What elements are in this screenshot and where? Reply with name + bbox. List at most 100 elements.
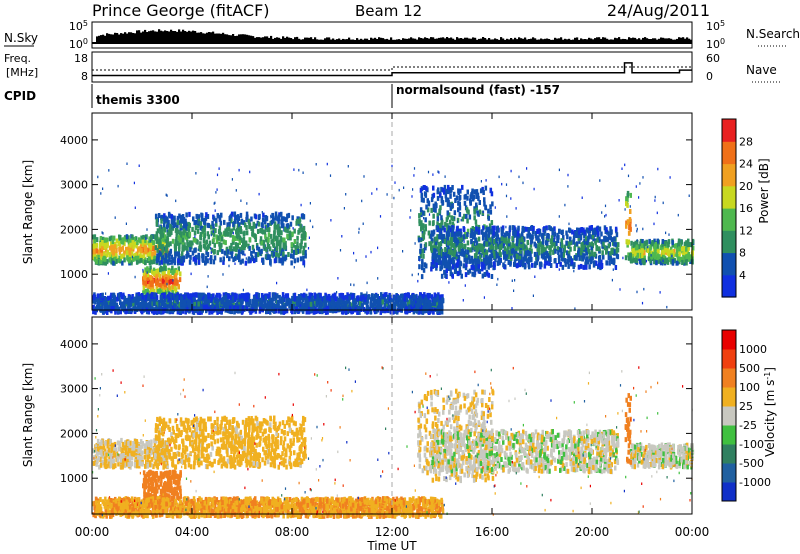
nsky-bar bbox=[642, 37, 645, 44]
heatmap-cell bbox=[118, 249, 122, 255]
nsky-bar bbox=[310, 37, 313, 44]
heatmap-cell bbox=[420, 210, 423, 215]
heatmap-cell bbox=[202, 295, 205, 300]
heatmap-cell bbox=[363, 293, 367, 299]
nsky-bar bbox=[124, 32, 127, 44]
nsky-bar bbox=[262, 37, 265, 44]
heatmap-cell bbox=[438, 209, 441, 214]
heatmap-cell bbox=[583, 229, 586, 235]
heatmap-cell bbox=[151, 251, 154, 257]
heatmap-cell bbox=[481, 235, 485, 241]
nsky-bar bbox=[350, 39, 353, 44]
heatmap-cell bbox=[610, 259, 614, 265]
heatmap-cell bbox=[455, 226, 459, 232]
heatmap-cell bbox=[150, 292, 153, 298]
heatmap-cell bbox=[611, 249, 614, 255]
nsky-bar bbox=[556, 38, 559, 44]
heatmap-cell bbox=[489, 244, 492, 250]
heatmap-cell bbox=[434, 293, 437, 299]
heatmap-cell bbox=[257, 246, 261, 252]
heatmap-cell bbox=[371, 296, 375, 302]
heatmap-cell bbox=[303, 231, 306, 236]
heatmap-cell bbox=[526, 249, 530, 255]
heatmap-cell bbox=[104, 296, 107, 302]
heatmap-cell bbox=[191, 250, 195, 256]
heatmap-cell bbox=[134, 252, 138, 258]
heatmap-cell bbox=[598, 259, 601, 265]
heatmap-cell bbox=[400, 293, 403, 299]
heatmap-cell bbox=[200, 301, 203, 307]
heatmap-cell bbox=[104, 308, 108, 314]
heatmap-cell bbox=[274, 308, 278, 314]
heatmap-cell bbox=[476, 192, 480, 198]
heatmap-cell bbox=[244, 297, 248, 303]
heatmap-cell bbox=[244, 241, 248, 247]
nsky-bar bbox=[252, 36, 255, 44]
heatmap-cell bbox=[196, 223, 200, 229]
heatmap-cell bbox=[393, 308, 397, 314]
heatmap-cell bbox=[254, 214, 258, 220]
heatmap-cell bbox=[582, 227, 585, 233]
heatmap-cell bbox=[432, 229, 436, 235]
heatmap-cell bbox=[133, 236, 136, 242]
heatmap-cell bbox=[137, 237, 141, 243]
heatmap-cell bbox=[163, 308, 166, 314]
heatmap-cell bbox=[441, 238, 445, 244]
heatmap-cell bbox=[487, 215, 490, 221]
heatmap-cell bbox=[121, 305, 124, 311]
heatmap-cell bbox=[250, 255, 254, 260]
heatmap-cell bbox=[204, 255, 208, 261]
heatmap-cell bbox=[199, 221, 203, 227]
nsky-bar bbox=[412, 38, 415, 44]
nsky-bar bbox=[484, 38, 487, 44]
heatmap-cell bbox=[597, 230, 600, 236]
heatmap-cell bbox=[208, 240, 212, 246]
heatmap-cell bbox=[171, 238, 175, 244]
heatmap-cell bbox=[229, 232, 232, 238]
heatmap-cell bbox=[490, 253, 493, 258]
heatmap-cell bbox=[169, 305, 172, 311]
heatmap-cell bbox=[292, 249, 296, 255]
heatmap-cell bbox=[558, 246, 562, 252]
heatmap-cell bbox=[187, 302, 190, 308]
heatmap-cell bbox=[213, 303, 217, 308]
heatmap-cell bbox=[155, 238, 159, 244]
heatmap-cell bbox=[137, 301, 140, 307]
heatmap-cell bbox=[112, 253, 115, 259]
heatmap-cell bbox=[424, 308, 427, 314]
nsky-bar bbox=[290, 38, 293, 44]
nsky-bar bbox=[370, 37, 373, 44]
heatmap-cell bbox=[439, 266, 442, 272]
heatmap-cell bbox=[446, 227, 449, 233]
heatmap-cell bbox=[422, 197, 425, 203]
heatmap-cell bbox=[277, 232, 281, 237]
heatmap-cell bbox=[668, 256, 671, 262]
heatmap-cell bbox=[202, 238, 206, 243]
nsky-bar bbox=[530, 38, 533, 44]
heatmap-cell bbox=[466, 228, 470, 234]
nsky-bar bbox=[256, 37, 259, 44]
heatmap-cell bbox=[187, 228, 191, 234]
nsky-bar bbox=[304, 37, 307, 44]
heatmap-cell bbox=[531, 234, 534, 240]
heatmap-cell bbox=[533, 262, 537, 268]
heatmap-cell bbox=[272, 251, 275, 257]
nsky-bar bbox=[300, 39, 303, 44]
heatmap-cell bbox=[247, 218, 250, 224]
heatmap-cell bbox=[232, 257, 235, 263]
heatmap-cell bbox=[194, 247, 197, 253]
heatmap-cell bbox=[493, 225, 496, 231]
nsky-bar bbox=[114, 32, 117, 44]
heatmap-cell bbox=[210, 297, 213, 303]
heatmap-cell bbox=[545, 243, 549, 249]
heatmap-cell bbox=[283, 255, 286, 261]
heatmap-cell bbox=[440, 300, 444, 306]
heatmap-cell bbox=[588, 253, 591, 259]
heatmap-cell bbox=[262, 295, 265, 301]
heatmap-cell bbox=[417, 309, 420, 315]
nsky-bar bbox=[366, 38, 369, 44]
heatmap-cell bbox=[270, 239, 273, 245]
heatmap-cell bbox=[135, 259, 139, 265]
nsky-tick-top: 105 bbox=[69, 19, 88, 33]
heatmap-cell bbox=[191, 303, 194, 308]
